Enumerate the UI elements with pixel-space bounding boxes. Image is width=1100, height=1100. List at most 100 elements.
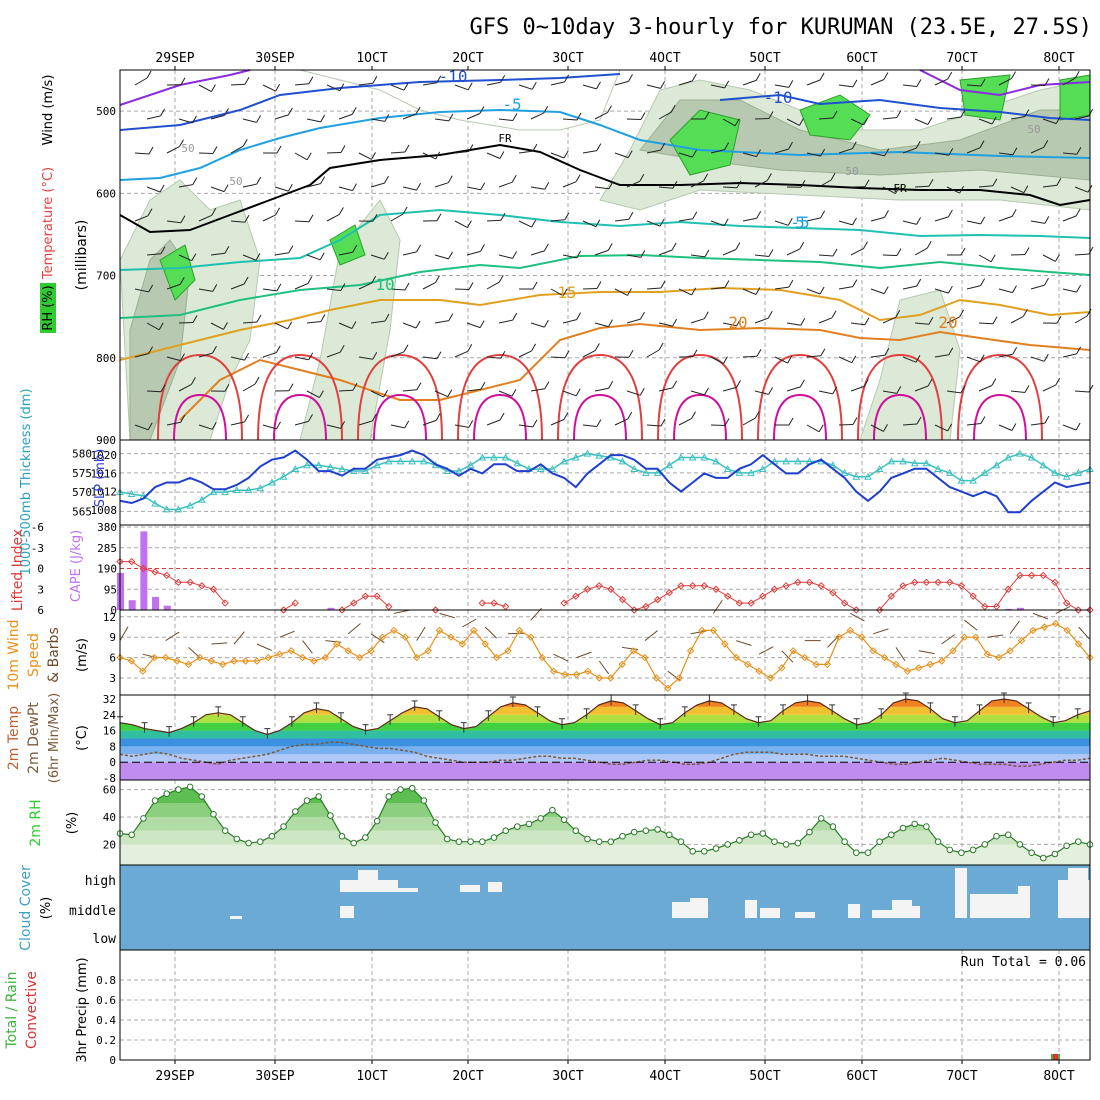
wind-barb — [347, 623, 361, 635]
wind-barb — [160, 246, 166, 255]
wind-barb — [486, 152, 501, 159]
wind-barb — [870, 152, 885, 157]
wind-barb — [352, 183, 357, 191]
wind-barb — [722, 118, 736, 127]
cloud-level-label: middle — [69, 904, 116, 919]
wind-barb — [191, 253, 197, 261]
wind-barb — [274, 322, 288, 330]
lifted-index-point — [770, 585, 779, 593]
wind-barb — [980, 416, 986, 424]
wind-barb — [883, 286, 889, 294]
wind-barb — [806, 217, 821, 222]
wind-barb — [512, 113, 518, 121]
rh-point — [1075, 838, 1082, 846]
rh-point — [888, 831, 895, 839]
wind-barb — [724, 142, 730, 150]
wind-barb — [768, 249, 774, 257]
wind-barb — [806, 79, 821, 86]
cape-bar — [1005, 608, 1013, 610]
wind-barb — [550, 152, 565, 159]
wind-barb — [896, 110, 902, 118]
wind-barb — [390, 351, 405, 358]
lifted-index-point — [607, 585, 615, 593]
wind-barb — [338, 207, 344, 215]
cloud-cell — [872, 910, 892, 918]
wind-barb — [372, 213, 378, 222]
rh-point — [537, 815, 545, 822]
rh-point — [829, 823, 837, 830]
wind-barb — [454, 151, 469, 154]
y-tick-label: 32 — [103, 693, 116, 706]
wind-barb — [511, 174, 517, 183]
wind-barb — [690, 318, 705, 324]
wind-barb — [530, 186, 545, 190]
contour-label: 50 — [1027, 123, 1040, 136]
wind-barb — [850, 385, 865, 392]
wind-barb — [947, 423, 953, 432]
wind-barb — [262, 84, 276, 92]
wind-barb — [390, 151, 406, 154]
rh-point — [1016, 841, 1024, 848]
wind-barb — [818, 254, 834, 257]
contour-label: 50 — [181, 142, 194, 155]
wind-speed-point — [755, 667, 763, 675]
wind-barb — [598, 660, 610, 675]
wind-barb — [230, 283, 245, 290]
rh-high-region — [329, 224, 366, 266]
thickness-point — [747, 468, 755, 476]
wind-barb — [627, 288, 632, 296]
wind-barb — [678, 218, 693, 222]
rh-point — [969, 846, 977, 854]
wind-barb — [934, 216, 949, 222]
wind-barb — [628, 74, 633, 82]
wind-speed-point — [447, 633, 455, 641]
wind-barb — [1074, 253, 1090, 256]
wind-speed-point — [287, 647, 295, 655]
lifted-index-point — [361, 592, 370, 600]
wind-barb — [754, 390, 769, 395]
wind-barb — [306, 118, 321, 123]
thickness-point — [1004, 453, 1013, 461]
rh-point — [794, 839, 802, 847]
wind-barb — [1043, 354, 1049, 362]
wind-barb — [914, 322, 929, 325]
thickness-point — [980, 468, 989, 476]
y-tick-label: 0 — [109, 1054, 116, 1067]
wind-barb — [691, 287, 697, 296]
wind-barb — [326, 213, 340, 222]
wind-barb — [148, 146, 154, 155]
wind-barb — [838, 84, 853, 88]
wind-barb — [383, 252, 389, 260]
wind-barb — [403, 344, 409, 353]
wind-barb — [756, 211, 762, 219]
wind-barb — [998, 215, 1013, 222]
temperature-band — [120, 714, 1090, 723]
isotherm-line — [919, 69, 1091, 97]
wind-barb — [894, 186, 900, 194]
wind-barb — [799, 118, 804, 126]
wind-barb — [480, 182, 486, 190]
temperature-band — [120, 730, 1090, 739]
wind-barb — [960, 109, 966, 118]
wind-barb — [918, 650, 935, 655]
rh-point — [642, 827, 650, 835]
lifted-index-point — [490, 599, 498, 607]
cloud-cell — [1068, 868, 1088, 880]
wind-barb — [1011, 423, 1017, 431]
wind-barb — [934, 288, 949, 294]
lifted-index-point — [151, 568, 159, 576]
wind-speed-point — [846, 626, 855, 635]
wind-barb — [742, 217, 757, 222]
lifted-index-point — [221, 599, 229, 607]
wind-barb — [1062, 288, 1077, 293]
contour-label: 50 — [229, 175, 242, 188]
wind-barb — [607, 243, 613, 251]
wind-barb — [340, 283, 346, 291]
wind-barb — [966, 423, 981, 426]
y-axis-label-precip: 3hr Precip (mm) — [75, 957, 90, 1062]
lifted-index-point — [279, 606, 288, 614]
wind-barb — [902, 84, 917, 87]
wind-barb — [223, 322, 228, 330]
wind-barb — [134, 215, 149, 222]
wind-barb — [435, 151, 441, 160]
